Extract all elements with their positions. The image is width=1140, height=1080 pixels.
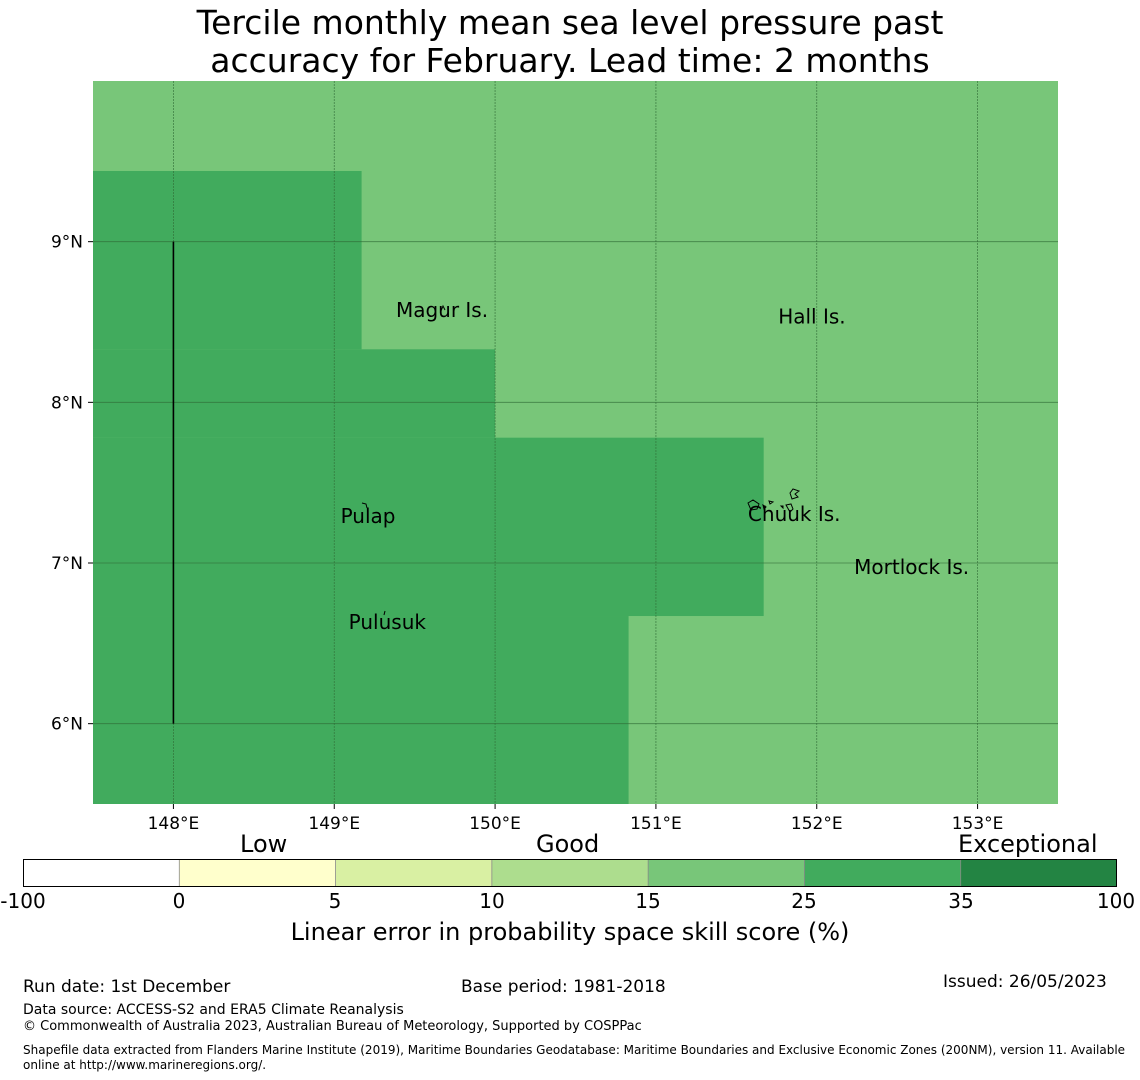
latitude-tick-label: 7°N [51,554,83,574]
colorbar [23,859,1117,887]
title-line-1: Tercile monthly mean sea level pressure … [196,3,944,42]
colorbar-segment [648,859,805,887]
colorbar-tick-label: 0 [172,889,186,913]
title-line-2: accuracy for February. Lead time: 2 mont… [210,41,930,80]
place-label: Hall Is. [778,305,845,329]
colorbar-tick-label: 5 [328,889,342,913]
colorbar-tick-label: 10 [479,889,505,913]
longitude-tick-label: 152°E [791,814,843,834]
pulap-island-outline [361,502,368,509]
place-labels: Magur Is. Hall Is. Pulap Chuuk Is. Mortlock … [341,298,970,634]
colorbar-segment [23,859,180,887]
place-label: Mortlock Is. [854,555,969,579]
longitude-tick-label: 148°E [148,814,200,834]
skill-region [93,349,496,438]
longitude-tick-label: 151°E [630,814,682,834]
colorbar-segment [179,859,337,887]
colorbar-tick-label: 35 [948,889,974,913]
longitude-ticks: 148°E 149°E 150°E 151°E 152°E 153°E [148,804,1004,834]
colorbar-tick-label: 25 [791,889,817,913]
place-label: Magur Is. [396,298,488,322]
category-exceptional: Exceptional [958,830,1098,858]
place-label: Chuuk Is. [748,502,841,526]
colorbar-tick-label: 100 [1096,889,1136,913]
place-label: Pulusuk [349,610,427,634]
category-good: Good [536,830,600,858]
colorbar-label: Linear error in probability space skill … [290,918,850,946]
chuuk-island-outline [747,488,801,513]
skill-regions [93,170,764,804]
data-source: Data source: ACCESS-S2 and ERA5 Climate … [23,1002,404,1018]
issued-date: Issued: 26/05/2023 [943,972,1107,992]
map-figure: Magur Is. Hall Is. Pulap Chuuk Is. Mortlock … [51,81,1058,834]
island-outlines [361,304,801,616]
map-title: Tercile monthly mean sea level pressure … [0,4,1140,80]
skill-region [93,437,764,617]
colorbar-tick-label: 15 [635,889,661,913]
colorbar-frame [23,859,1117,887]
longitude-tick-label: 150°E [469,814,521,834]
shapefile-credit-line-1: Shapefile data extracted from Flanders M… [23,1043,1126,1057]
latitude-tick-label: 6°N [51,715,83,735]
longitude-tick-label: 153°E [952,814,1004,834]
colorbar-segment [335,859,493,887]
category-low: Low [240,830,288,858]
place-label: Pulap [341,504,396,528]
latitude-tick-label: 8°N [51,393,83,413]
pulusuk-island-outline [383,610,386,616]
skill-region [93,616,629,804]
colorbar-segment [804,859,962,887]
base-period: Base period: 1981-2018 [461,977,666,997]
colorbar-segment [491,859,649,887]
longitude-tick-label: 149°E [308,814,360,834]
skill-region [93,170,362,350]
colorbar-segment [960,859,1117,887]
colorbar-tick-label: -100 [0,889,46,913]
latitude-ticks: 6°N 7°N 8°N 9°N [51,233,93,735]
colorbar-segments [23,859,1117,887]
run-date: Run date: 1st December [23,977,231,997]
shapefile-credit-line-2: online at http://www.marineregions.org/. [23,1058,267,1072]
latitude-tick-label: 9°N [51,233,83,253]
copyright: © Commonwealth of Australia 2023, Austra… [23,1019,642,1034]
magur-island-outline [440,304,446,312]
